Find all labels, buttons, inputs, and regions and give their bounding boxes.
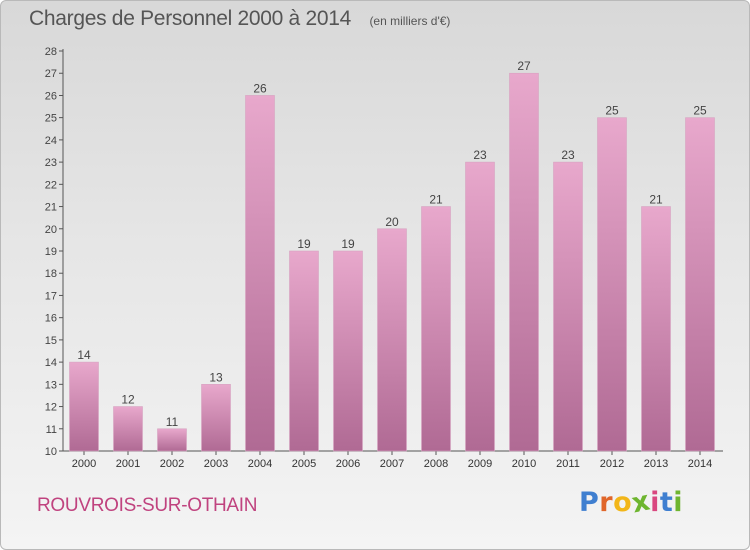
y-tick-label: 13 [45,379,57,391]
bar-2012 [597,117,627,452]
y-tick-label: 25 [45,113,57,125]
x-tick-label: 2004 [248,458,272,470]
x-tick-label: 2006 [336,458,360,470]
value-label-2000: 14 [77,348,91,362]
y-tick-label: 23 [45,157,57,169]
x-tick-label: 2009 [468,458,492,470]
commune-name: ROUVROIS-SUR-OTHAIN [37,495,258,516]
x-tick-label: 2000 [72,458,96,470]
y-tick-label: 20 [45,224,57,236]
bars [69,72,715,452]
y-tick-label: 12 [45,402,57,414]
bar-2014 [685,117,715,452]
value-label-2005: 19 [297,237,311,251]
value-label-2011: 23 [561,148,575,162]
y-tick-label: 11 [46,424,57,436]
y-tick-label: 27 [45,68,57,80]
y-tick-label: 28 [45,46,57,58]
value-label-2007: 20 [385,215,399,229]
logo-letter: t [659,487,674,518]
bar-2005 [289,250,319,452]
y-tick-label: 19 [45,246,57,258]
bar-2009 [465,161,495,452]
x-tick-label: 2013 [644,458,668,470]
bar-2001 [113,406,143,452]
value-label-2003: 13 [209,370,223,384]
y-tick-label: 21 [45,202,57,214]
value-label-2014: 25 [693,104,707,118]
value-label-2009: 23 [473,148,487,162]
x-tick-label: 2003 [204,458,228,470]
bar-2007 [377,228,407,452]
bar-2002 [157,428,187,452]
logo-letter: P [579,487,600,518]
logo-letter: i [650,487,660,518]
value-label-2006: 19 [341,237,355,251]
value-label-2004: 26 [253,81,267,95]
y-tick-label: 22 [45,179,57,191]
logo-letter: r [599,487,614,518]
title-row: Charges de Personnel 2000 à 2014 (en mil… [29,7,450,37]
value-label-2008: 21 [429,193,443,207]
y-tick-label: 14 [45,357,57,369]
value-label-2010: 27 [517,59,531,73]
y-tick-label: 18 [45,268,57,280]
value-label-2013: 21 [649,193,663,207]
value-label-2002: 11 [166,415,179,429]
proxiti-logo: Proxiti [579,485,684,519]
chart-title: Charges de Personnel 2000 à 2014 [29,7,351,30]
logo-letter: i [673,487,684,518]
x-tick-label: 2001 [116,458,140,470]
y-tick-label: 15 [45,335,57,347]
bar-2003 [201,384,231,452]
x-tick-label: 2010 [512,458,536,470]
bar-2011 [553,161,583,452]
data-labels: 14 12 11 13 26 19 19 20 21 23 27 23 25 21 25 [77,59,707,429]
x-tick-label: 2007 [380,458,404,470]
value-label-2001: 12 [121,393,135,407]
x-tick-label: 2005 [292,458,316,470]
bar-2000 [69,361,99,452]
y-tick-label: 24 [45,135,57,147]
value-label-2012: 25 [605,104,619,118]
y-tick-label: 17 [45,290,57,302]
bar-2006 [333,250,363,452]
chart-subtitle: (en milliers d'€) [369,14,451,28]
y-tick-label: 10 [45,446,57,458]
bar-2013 [641,206,671,452]
x-tick-label: 2011 [556,458,580,470]
x-tick-label: 2014 [688,458,712,470]
y-tick-label: 26 [45,90,57,102]
logo-letter: o [613,487,633,518]
bar-2004 [245,95,275,452]
x-tick-label: 2012 [600,458,624,470]
x-tick-label: 2002 [160,458,184,470]
x-tick-label: 2008 [424,458,448,470]
bar-2010 [509,72,539,452]
bar-2008 [421,206,451,452]
y-tick-label: 16 [45,313,57,325]
